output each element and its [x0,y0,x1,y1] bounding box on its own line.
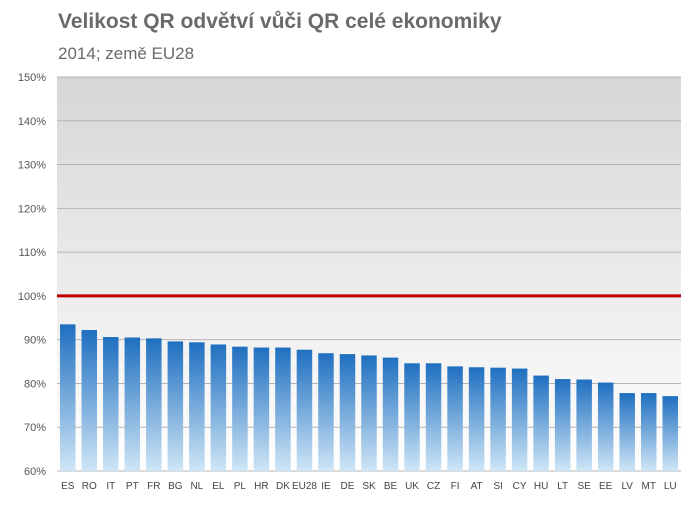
bar-at [468,367,485,471]
bar-fi [447,366,463,471]
x-tick-label: CZ [427,481,440,492]
x-tick-label: FI [451,481,460,492]
y-tick-label: 120% [18,203,46,215]
x-axis-ticks: ES RO IT PT FR BG NL EL PL HR DK EU28 IE DE SK BE UK CZ FI… [61,481,677,492]
x-tick-label: CY [513,481,527,492]
bar-pl [232,346,248,471]
bar-mt [640,393,657,471]
bar-lt [554,379,571,471]
x-tick-label: BG [168,481,183,492]
y-tick-label: 130% [18,160,46,172]
bar-cz [425,363,442,471]
bar-ie [318,353,334,471]
bar-fr [146,338,162,471]
y-axis-ticks: 60% 70% 80% 90% 100% 110% 120% 130% 140% 150% [18,72,46,478]
bar-de [339,354,356,471]
bar-sk [361,355,377,471]
bar-ro [81,330,98,471]
x-tick-label: IE [321,481,331,492]
bar-cy [511,368,528,471]
y-tick-label: 70% [24,422,46,434]
bar-hu [533,375,549,471]
x-tick-label: SK [362,481,376,492]
bars [60,324,678,471]
x-tick-label: EE [599,481,613,492]
y-tick-label: 110% [19,247,47,259]
x-tick-label: HU [534,481,548,492]
bar-si [490,367,506,471]
x-tick-label: SI [493,481,502,492]
bar-dk [275,347,291,471]
x-tick-label: EU28 [292,481,317,492]
x-tick-label: LV [621,481,633,492]
bar-el [210,344,227,471]
y-tick-label: 90% [24,335,46,347]
bar-bg [167,341,184,471]
x-tick-label: PL [234,481,247,492]
x-tick-label: LT [557,481,568,492]
bar-be [382,357,399,471]
bar-hr [253,347,270,471]
x-tick-label: IT [106,481,115,492]
y-tick-label: 60% [24,466,46,478]
x-tick-label: EL [212,481,225,492]
y-tick-label: 150% [18,72,46,84]
chart-subtitle: 2014; země EU28 [58,44,195,63]
bar-es [60,324,76,471]
bar-pt [124,337,141,471]
x-tick-label: NL [190,481,203,492]
x-tick-label: ES [61,481,75,492]
y-tick-label: 140% [18,116,46,128]
x-tick-label: SE [578,481,592,492]
y-tick-label: 80% [24,378,46,390]
x-tick-label: RO [82,481,97,492]
x-tick-label: HR [254,481,268,492]
x-tick-label: MT [641,481,655,492]
bar-nl [189,342,205,471]
y-tick-label: 100% [18,291,46,303]
bar-it [103,337,119,471]
x-tick-label: AT [471,481,483,492]
x-tick-label: DK [276,481,290,492]
bar-eu28 [296,349,313,471]
x-tick-label: FR [147,481,160,492]
bar-ee [597,382,614,471]
x-tick-label: UK [405,481,419,492]
bar-se [576,379,592,471]
chart-title: Velikost QR odvětví vůči QR celé ekonomi… [58,10,502,33]
x-tick-label: PT [126,481,139,492]
bar-lu [662,396,678,471]
bar-lv [619,393,635,471]
bar-uk [404,363,420,471]
x-tick-label: LU [664,481,677,492]
x-tick-label: BE [384,481,398,492]
x-tick-label: DE [341,481,355,492]
